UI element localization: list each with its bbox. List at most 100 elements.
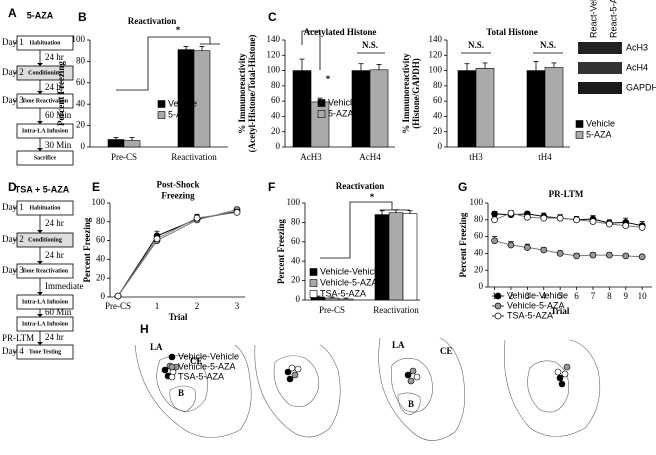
series-line bbox=[494, 240, 643, 258]
legend-swatch bbox=[317, 99, 326, 107]
region-label: B bbox=[178, 388, 184, 398]
y-tick-label: 140 bbox=[267, 34, 281, 44]
point bbox=[573, 216, 580, 224]
x-axis-label: Trial bbox=[169, 312, 188, 322]
point bbox=[193, 214, 201, 222]
x-tick-label: 6 bbox=[574, 291, 579, 301]
step-label: Habituation bbox=[29, 205, 61, 211]
y-tick-label: 80 bbox=[271, 80, 281, 90]
step-label: Intra-LA Infusion bbox=[22, 128, 69, 134]
point bbox=[622, 222, 630, 230]
y-tick-label: 40 bbox=[291, 255, 301, 265]
legend-swatch bbox=[309, 268, 318, 276]
arrow-head bbox=[37, 261, 43, 264]
y-tick-label: 100 bbox=[267, 65, 281, 75]
legend-marker bbox=[168, 353, 176, 361]
annotation: * bbox=[370, 192, 375, 202]
legend-marker bbox=[494, 312, 502, 320]
point bbox=[507, 241, 515, 249]
legend-label: TSA-5-AZA bbox=[320, 288, 366, 298]
legend-swatch bbox=[317, 110, 326, 118]
y-tick-label: 60 bbox=[76, 77, 86, 87]
legend-label: Vehicle-5-AZA bbox=[507, 300, 565, 310]
step-label: Sacrifice bbox=[34, 155, 57, 161]
y-axis-label: % Immunoreactivity bbox=[401, 53, 411, 134]
legend-label: 5-AZA bbox=[328, 108, 354, 118]
y-axis-label: (Histone/GAPDH) bbox=[411, 58, 421, 129]
legend-label: TSA-5-AZA bbox=[178, 371, 224, 381]
x-tick-label: Pre-CS bbox=[319, 305, 345, 315]
y-tick-label: 80 bbox=[433, 80, 443, 90]
series-line bbox=[494, 212, 643, 228]
annotation: N.S. bbox=[468, 40, 484, 50]
bar bbox=[388, 212, 404, 301]
interval-label: 24 hr bbox=[45, 82, 64, 92]
point bbox=[606, 220, 613, 228]
point bbox=[507, 209, 515, 217]
day-label: Day 2 bbox=[2, 67, 24, 77]
y-tick-label: 0 bbox=[479, 281, 484, 291]
legend-label: Vehicle-Vehicle bbox=[320, 266, 381, 276]
x-tick-label: 2 bbox=[509, 291, 514, 301]
bar bbox=[544, 67, 564, 148]
legend-swatch bbox=[309, 279, 318, 287]
annotation: N.S. bbox=[362, 40, 378, 50]
step-label: Conditioning bbox=[28, 237, 62, 243]
annotation: * bbox=[326, 74, 331, 84]
y-axis-label: % Immunoreactivity bbox=[237, 53, 247, 134]
arrow-head bbox=[37, 63, 43, 66]
bar bbox=[107, 139, 125, 148]
step-box bbox=[16, 316, 74, 332]
legend-label: 5-AZA bbox=[586, 129, 612, 139]
y-tick-label: 40 bbox=[474, 247, 484, 257]
point bbox=[540, 214, 548, 222]
legend-label: Vehicle-Vehicle bbox=[178, 351, 239, 361]
legend-swatch bbox=[575, 131, 584, 139]
legend-label: Vehicle bbox=[168, 98, 197, 108]
legend-swatch bbox=[309, 290, 318, 298]
x-tick-label: 5 bbox=[558, 291, 563, 301]
point bbox=[153, 235, 161, 243]
arrow-head bbox=[37, 292, 43, 295]
bar bbox=[338, 298, 354, 301]
day-label: Day 4 bbox=[2, 346, 24, 356]
step-box bbox=[16, 294, 74, 310]
bar bbox=[526, 70, 546, 148]
y-tick-label: 100 bbox=[92, 197, 106, 207]
y-tick-label: 0 bbox=[438, 141, 443, 151]
y-axis-label: Percent Freezing bbox=[458, 212, 468, 277]
bar bbox=[310, 101, 330, 148]
step-label: Conditioning bbox=[28, 70, 62, 76]
x-tick-label: Pre-CS bbox=[105, 301, 131, 311]
legend-swatch bbox=[157, 100, 166, 108]
arrow-head bbox=[37, 148, 43, 151]
interval-label: Immediate bbox=[45, 281, 83, 291]
chart-title: Total Histone bbox=[486, 27, 537, 37]
x-tick-label: 3 bbox=[235, 301, 240, 311]
significance-bracket bbox=[301, 30, 321, 70]
panel-label: H bbox=[140, 322, 149, 336]
chart-title: Reactivation bbox=[128, 16, 177, 26]
x-tick-label: 4 bbox=[542, 291, 547, 301]
bar bbox=[402, 213, 418, 301]
x-tick-label: 9 bbox=[624, 291, 629, 301]
series-line bbox=[117, 209, 238, 297]
legend-marker bbox=[494, 302, 502, 310]
annotation: * bbox=[176, 25, 181, 35]
legend-label: Vehicle-5-AZA bbox=[178, 361, 236, 371]
step-label: Intra-LA Infusion bbox=[22, 321, 69, 327]
point bbox=[638, 253, 646, 261]
legend-label: Vehicle bbox=[586, 118, 615, 128]
y-tick-label: 0 bbox=[101, 291, 106, 301]
legend-marker bbox=[168, 363, 176, 371]
panel-label: D bbox=[8, 180, 17, 194]
band-label: AcH4 bbox=[626, 62, 648, 72]
y-tick-label: 100 bbox=[72, 34, 86, 44]
point bbox=[573, 252, 580, 260]
band-label: AcH3 bbox=[626, 42, 648, 52]
y-tick-label: 0 bbox=[276, 141, 281, 151]
arrow-head bbox=[37, 230, 43, 233]
day-label: Day 3 bbox=[2, 95, 24, 105]
x-tick-label: Pre-CS bbox=[111, 152, 137, 162]
